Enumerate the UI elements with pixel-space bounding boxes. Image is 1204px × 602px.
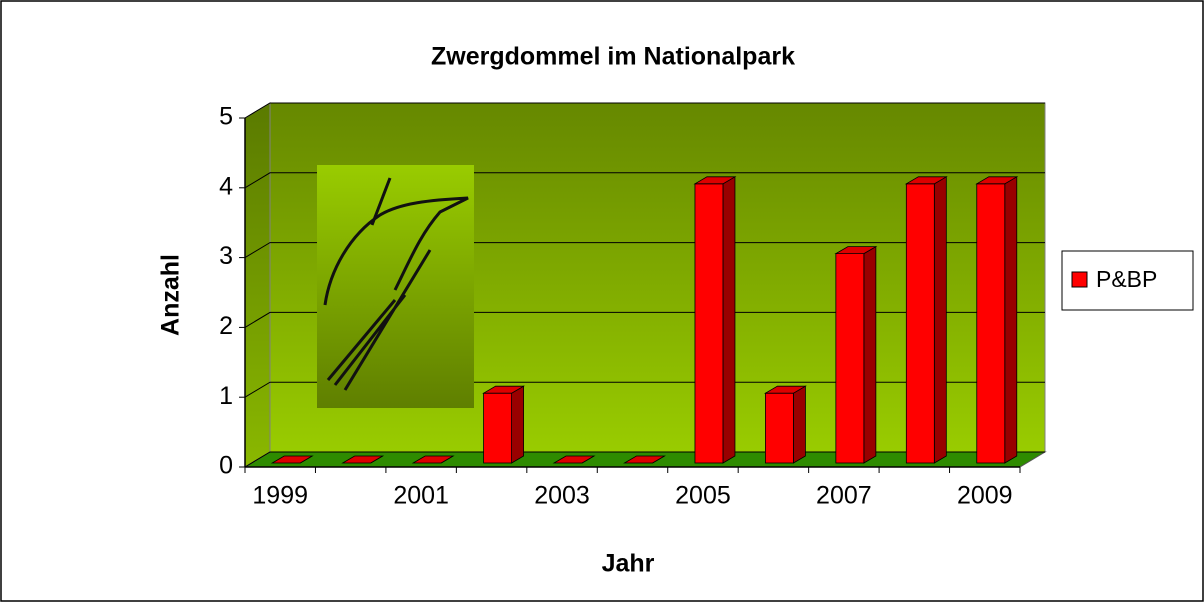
page: {"chart_data": {"type": "bar3d", "title"… xyxy=(0,0,1204,602)
legend-label: P&BP xyxy=(1096,266,1157,292)
y-tick-label: 2 xyxy=(219,312,233,340)
chart-title: Zwergdommel im Nationalpark xyxy=(431,43,795,71)
bar xyxy=(906,177,946,463)
bird-picture xyxy=(317,165,474,408)
bar-side xyxy=(864,247,876,463)
bar-side xyxy=(934,177,946,463)
bar-front xyxy=(484,393,512,463)
y-axis-label: Anzahl xyxy=(157,254,185,336)
x-axis-label: Jahr xyxy=(602,550,655,578)
bar xyxy=(977,177,1017,463)
x-tick-label: 2009 xyxy=(957,482,1013,510)
bar xyxy=(836,247,876,463)
y-tick-label: 3 xyxy=(219,242,233,270)
bar-front xyxy=(906,184,934,463)
bar-front xyxy=(765,393,793,463)
x-tick-label: 2003 xyxy=(534,482,590,510)
bar-side xyxy=(512,386,524,463)
bar-front xyxy=(695,184,723,463)
y-tick-label: 1 xyxy=(219,382,233,410)
x-tick-label: 2005 xyxy=(675,482,731,510)
bar xyxy=(765,386,805,463)
bar-front xyxy=(836,254,864,463)
bar xyxy=(484,386,524,463)
bar xyxy=(695,177,735,463)
legend: P&BP xyxy=(1062,251,1193,310)
x-tick-label: 2007 xyxy=(816,482,872,510)
legend-swatch xyxy=(1072,272,1087,287)
x-tick-label: 2001 xyxy=(393,482,449,510)
y-tick-label: 5 xyxy=(219,103,233,131)
chart: Zwergdommel im Nationalpark Anzahl Jahr … xyxy=(0,0,1204,602)
side-wall xyxy=(245,103,270,467)
y-tick-label: 0 xyxy=(219,452,233,480)
bar-side xyxy=(793,386,805,463)
y-tick-label: 4 xyxy=(219,172,233,200)
bar-side xyxy=(723,177,735,463)
bar-front xyxy=(977,184,1005,463)
x-tick-label: 1999 xyxy=(252,482,308,510)
bar-side xyxy=(1005,177,1017,463)
